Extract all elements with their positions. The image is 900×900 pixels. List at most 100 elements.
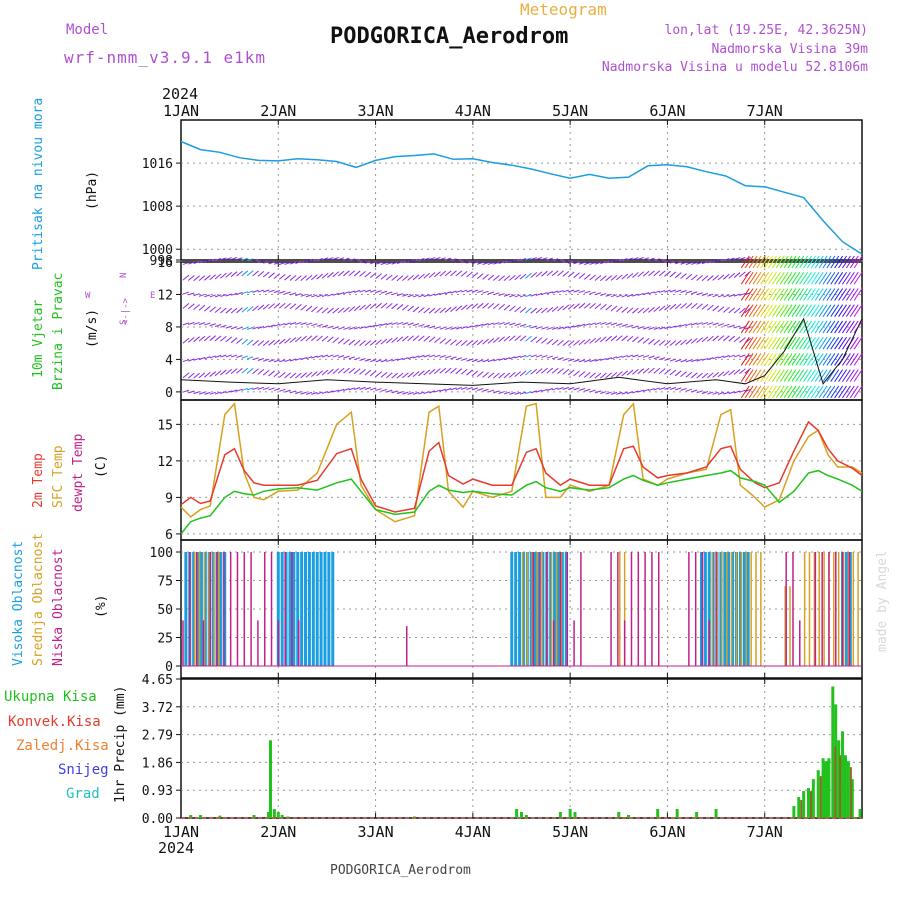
wind-barb [838, 320, 847, 334]
wind-ytick-label: 16 [157, 256, 173, 271]
wind-barb [610, 371, 618, 378]
wind-barb [519, 307, 527, 313]
wind-barb [696, 261, 703, 265]
wind-barb [562, 270, 570, 277]
wind-barb [803, 304, 812, 317]
wind-barb [262, 340, 270, 347]
wind-barb [717, 335, 725, 342]
wind-barb [573, 272, 580, 279]
wind-barb [806, 320, 816, 334]
wind-barb [461, 386, 468, 390]
sfc-temp-ylabel: SFC Temp [51, 445, 66, 508]
wind-barb [562, 289, 570, 293]
wind-barb [834, 255, 844, 269]
wind-barb [305, 335, 313, 342]
wind-barb [768, 271, 777, 285]
wind-barb [728, 391, 735, 395]
pressure-ytick-label: 998 [150, 254, 173, 269]
wind-barb [752, 353, 762, 366]
wind-barb [476, 339, 484, 346]
temperature-panel: 6 9 12 15 [157, 399, 863, 543]
wind-barb [605, 275, 612, 282]
wind-barb [578, 261, 586, 265]
wind-barb [849, 353, 859, 366]
wind-barb [637, 326, 644, 330]
wind-barb [182, 261, 190, 265]
top-day-label: 6JAN [649, 102, 685, 120]
wind-barb [707, 357, 714, 361]
wind-barb [198, 335, 206, 342]
wind-barb [717, 355, 725, 359]
wind-barb [305, 294, 313, 298]
wind-barb [369, 272, 377, 279]
wind-barb [578, 359, 586, 363]
wind-barb [685, 359, 693, 363]
wind-barb [744, 271, 754, 285]
wind-barb [241, 338, 249, 345]
wind-barb [268, 359, 275, 363]
wind-barb [492, 372, 500, 379]
temp2m-ylabel: 2m Temp [31, 453, 46, 508]
wind-barb [764, 304, 774, 317]
wind-barb [503, 293, 511, 297]
wind-barb [842, 336, 851, 350]
wind-barb [354, 259, 361, 263]
wind-barb [744, 367, 752, 374]
wind-barb [642, 270, 650, 277]
wind-barb [562, 357, 570, 361]
wind-barb [787, 288, 797, 301]
wind-barb [830, 288, 840, 301]
wind-barb [284, 274, 291, 281]
wind-barb [775, 336, 785, 350]
lonlat-label: lon,lat (19.25E, 42.3625N) [665, 23, 869, 38]
wind-barb [263, 325, 270, 329]
wind-barb [220, 354, 227, 358]
wind-barb [621, 273, 629, 280]
wind-barb [771, 320, 781, 334]
wind-barb [337, 307, 345, 314]
precip-total-bar [520, 812, 523, 818]
wind-barb [198, 293, 206, 297]
wind-barb [826, 385, 836, 399]
wind-barb [509, 335, 516, 342]
wind-barb [685, 290, 693, 294]
wind-barb [845, 385, 855, 399]
wind-barb [599, 275, 607, 282]
wind-barb [675, 289, 682, 293]
wind-barb [418, 307, 425, 313]
wind-barb [204, 294, 211, 298]
wind-barb [779, 353, 789, 366]
wind-barb [273, 290, 281, 294]
wind-barb [723, 273, 730, 280]
wind-barb [444, 291, 452, 295]
wind-barb [214, 324, 222, 327]
wind-barb [748, 336, 758, 350]
wind-barb [680, 323, 687, 327]
wind-barb [760, 353, 770, 366]
wind-barb [466, 303, 473, 310]
wind-barb [380, 371, 388, 378]
wind-barb [268, 303, 275, 310]
wind-barb [364, 358, 372, 362]
wind-barb [482, 302, 489, 309]
precip-total-bar [218, 815, 222, 818]
wind-barb [193, 391, 200, 395]
wind-barb [701, 303, 709, 310]
wind-barb [637, 354, 644, 358]
wind-barb [814, 369, 824, 382]
wind-barb [584, 323, 591, 327]
wind-barb [369, 339, 377, 346]
wind-barb [756, 320, 766, 334]
wind-barb [760, 304, 770, 317]
wind-barb [712, 259, 719, 263]
wind-barb [567, 271, 575, 278]
wind-barb [311, 306, 318, 313]
wind-barb [391, 261, 398, 265]
wind-barb [428, 336, 436, 343]
legend-conv-rain: Konvek.Kisa [8, 714, 101, 730]
wind-barb [391, 390, 398, 394]
wind-barb [220, 272, 227, 279]
wind-barb [236, 292, 243, 295]
wind-barb [396, 261, 404, 265]
wind-barb [423, 272, 431, 279]
